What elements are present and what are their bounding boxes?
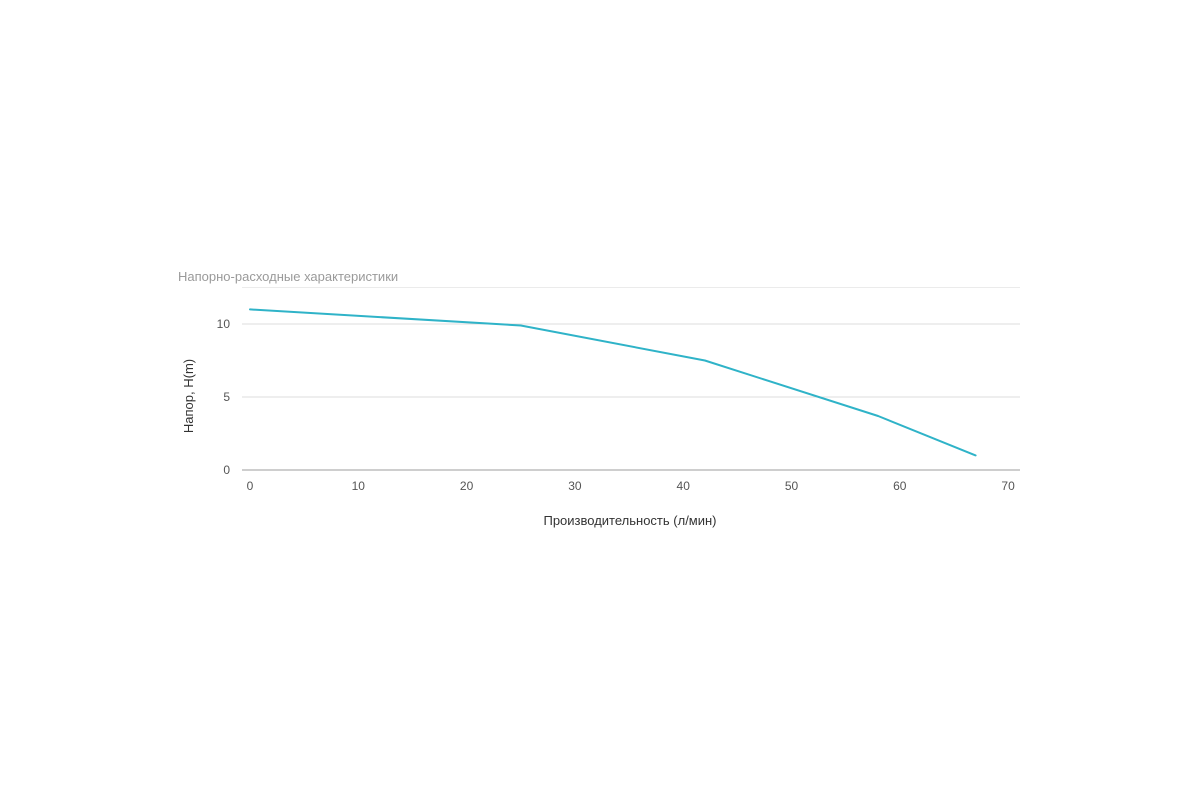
x-tick-label-70: 70 (1001, 479, 1015, 493)
x-tick-label-20: 20 (460, 479, 474, 493)
y-axis-label: Напор, H(m) (181, 359, 196, 433)
x-tick-label-30: 30 (568, 479, 582, 493)
y-tick-labels: 0 5 10 (217, 317, 231, 477)
y-tick-label-5: 5 (223, 390, 230, 404)
y-tick-label-10: 10 (217, 317, 231, 331)
x-tick-label-50: 50 (785, 479, 799, 493)
chart-title: Напорно-расходные характеристики (178, 269, 398, 284)
x-tick-label-10: 10 (352, 479, 366, 493)
series-layer (249, 308, 977, 457)
y-tick-label-0: 0 (223, 463, 230, 477)
grid-lines (242, 287, 1020, 398)
x-tick-label-0: 0 (247, 479, 254, 493)
x-tick-labels: 0 10 20 30 40 50 60 70 (247, 479, 1015, 493)
series-line-0 (249, 308, 977, 457)
x-tick-label-60: 60 (893, 479, 907, 493)
x-axis-label: Производительность (л/мин) (543, 513, 716, 528)
x-tick-label-40: 40 (677, 479, 691, 493)
